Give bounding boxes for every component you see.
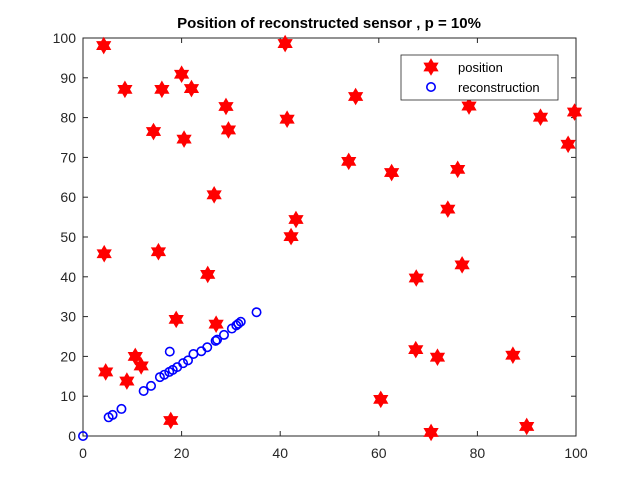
legend-reconstruction-marker — [425, 82, 436, 93]
position-point — [96, 36, 112, 55]
chart-title: Position of reconstructed sensor , p = 1… — [177, 15, 481, 32]
x-tick-label: 80 — [470, 445, 486, 461]
position-point — [220, 121, 237, 139]
reconstruction-point — [138, 386, 149, 397]
position-point — [173, 65, 190, 84]
position-point — [429, 348, 446, 366]
reconstruction-point — [178, 358, 189, 369]
reconstruction-point — [116, 403, 127, 414]
x-tick-label: 40 — [272, 445, 288, 461]
legend-box — [400, 54, 559, 101]
position-point — [566, 103, 583, 121]
legend-reconstruction-symbol — [425, 82, 436, 93]
reconstruction-point — [212, 334, 223, 345]
position-point — [200, 265, 216, 284]
y-tick-label: 100 — [53, 30, 77, 46]
reconstruction-point — [235, 316, 246, 327]
position-point — [168, 310, 184, 329]
reconstruction-point — [78, 430, 89, 441]
y-tick-label: 90 — [60, 70, 76, 86]
position-point — [96, 244, 112, 263]
position-point — [283, 227, 299, 246]
position-point — [206, 186, 222, 204]
position-point — [532, 108, 549, 126]
reconstruction-point — [183, 355, 194, 366]
legend-position-symbol — [423, 58, 439, 76]
reconstruction-point — [164, 346, 175, 357]
reconstruction-point — [146, 380, 157, 391]
position-point — [450, 160, 466, 179]
position-point — [341, 152, 357, 171]
position-point — [519, 417, 535, 436]
position-point — [277, 34, 293, 53]
y-tick-label: 0 — [68, 428, 76, 444]
reconstruction-point — [251, 307, 262, 318]
position-point — [423, 423, 439, 442]
position-point — [208, 315, 224, 333]
position-point — [119, 372, 135, 390]
reconstruction-point — [107, 409, 118, 420]
x-tick-label: 100 — [564, 445, 588, 461]
position-point — [408, 340, 424, 359]
position-point — [461, 97, 477, 115]
reconstruction-series — [78, 307, 262, 441]
y-tick-label: 10 — [60, 388, 76, 404]
reconstruction-point — [210, 335, 221, 346]
reconstruction-point — [218, 329, 229, 340]
position-point — [150, 242, 167, 261]
position-point — [117, 80, 133, 99]
y-tick-label: 30 — [60, 309, 76, 325]
legend: position reconstruction — [400, 54, 559, 101]
legend-position-label: position — [458, 60, 503, 75]
position-point — [384, 163, 400, 182]
reconstruction-point — [202, 342, 213, 353]
x-tick-label: 20 — [174, 445, 190, 461]
position-point — [373, 390, 389, 409]
position-point — [176, 130, 192, 148]
position-point — [154, 80, 170, 99]
position-point — [348, 87, 364, 106]
position-point — [288, 210, 304, 229]
y-tick-label: 70 — [60, 149, 76, 165]
position-point — [408, 269, 424, 287]
legend-position-marker — [423, 58, 439, 76]
y-tick-label: 50 — [60, 229, 76, 245]
y-tick-label: 40 — [60, 269, 76, 285]
reconstruction-point — [188, 349, 199, 360]
y-tick-label: 20 — [60, 348, 76, 364]
x-tick-label: 0 — [79, 445, 87, 461]
legend-reconstruction-label: reconstruction — [458, 80, 540, 95]
y-tick-label: 60 — [60, 189, 76, 205]
position-point — [218, 97, 234, 116]
position-point — [505, 346, 521, 365]
position-point — [440, 200, 456, 218]
position-point — [560, 135, 576, 154]
position-series — [96, 34, 583, 442]
position-point — [133, 357, 149, 375]
reconstruction-point — [233, 318, 244, 329]
reconstruction-point — [159, 369, 170, 380]
axis-ticks: 0 20 40 60 80 100 0 10 20 30 40 50 60 70 80 90 100 — [53, 30, 588, 461]
position-point — [279, 110, 295, 128]
position-point — [98, 363, 114, 381]
y-tick-label: 80 — [60, 110, 76, 126]
position-point — [145, 122, 162, 141]
position-point — [183, 79, 200, 98]
position-point — [163, 411, 179, 430]
x-tick-label: 60 — [371, 445, 387, 461]
position-point — [454, 256, 470, 274]
